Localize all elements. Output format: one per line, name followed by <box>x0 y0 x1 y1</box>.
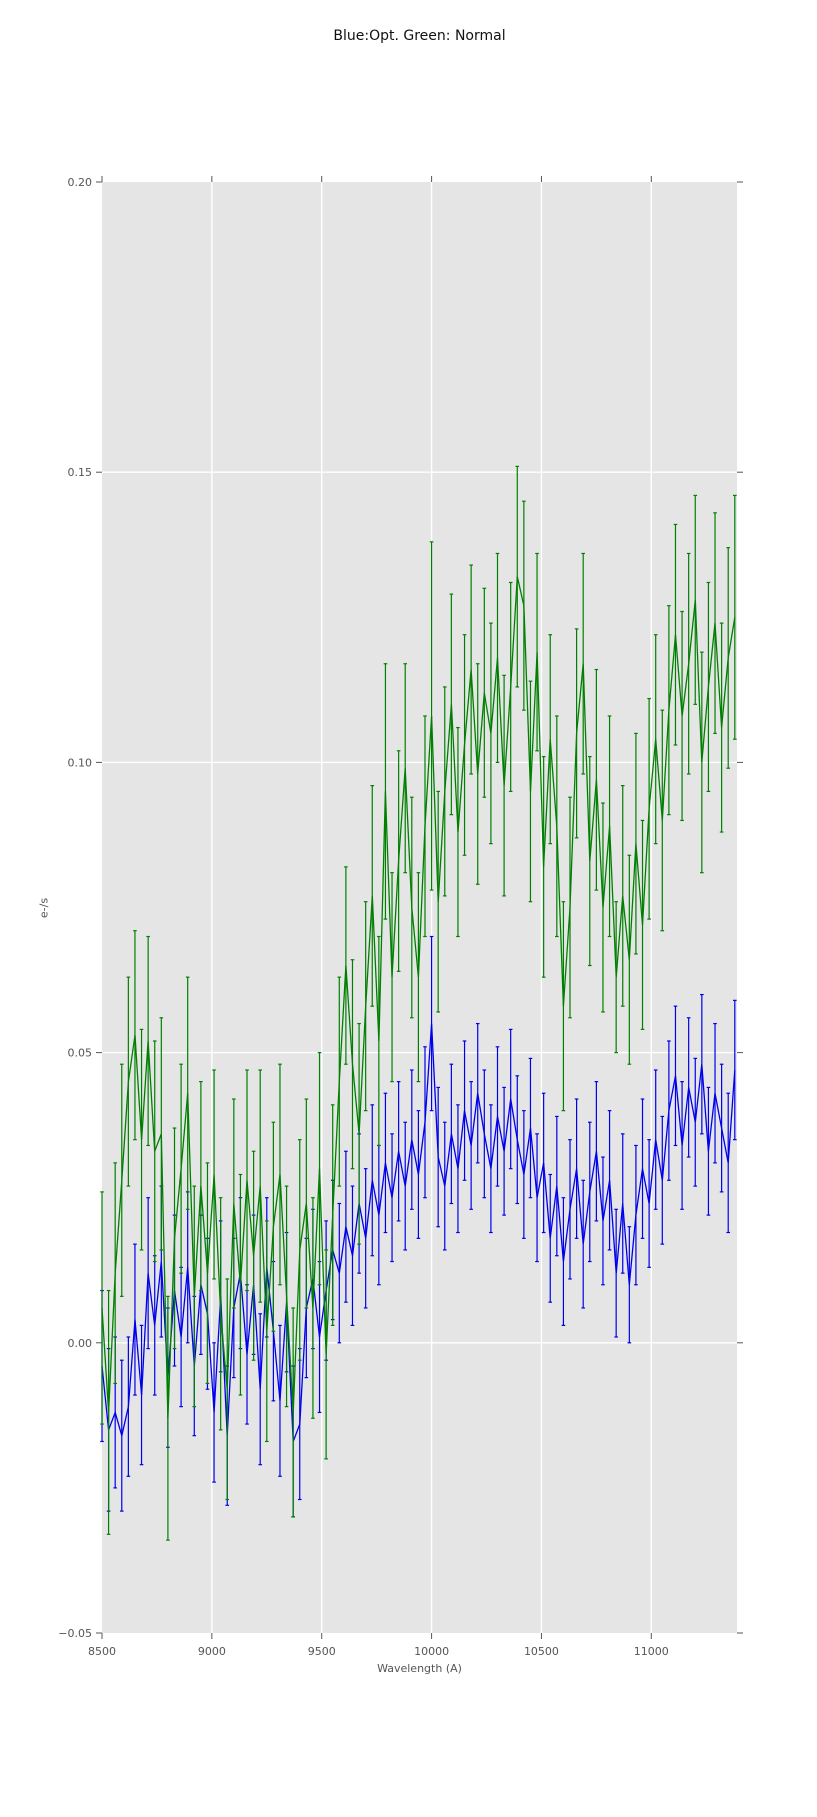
y-tick-label: 0.10 <box>68 756 93 769</box>
x-tick-label: 10000 <box>414 1645 449 1658</box>
plot-background <box>102 182 737 1633</box>
x-tick-label: 9500 <box>308 1645 336 1658</box>
series-line-normal <box>101 576 736 1419</box>
y-axis-label-text: e-/s <box>37 897 51 919</box>
y-tick-label: −0.05 <box>58 1627 92 1640</box>
y-tick-label: 0.20 <box>68 176 93 189</box>
x-tick-label: 11000 <box>634 1645 669 1658</box>
chart-title: Blue:Opt. Green: Normal <box>333 28 506 44</box>
x-tick-label: 9000 <box>198 1645 226 1658</box>
y-tick-label: 0.15 <box>68 466 93 479</box>
x-axis-label: Wavelength (A) <box>377 1662 462 1675</box>
x-tick-label: 10500 <box>524 1645 559 1658</box>
y-tick-label: 0.05 <box>68 1047 93 1060</box>
x-tick-label: 8500 <box>88 1645 116 1658</box>
y-tick-label: 0.00 <box>68 1337 93 1350</box>
